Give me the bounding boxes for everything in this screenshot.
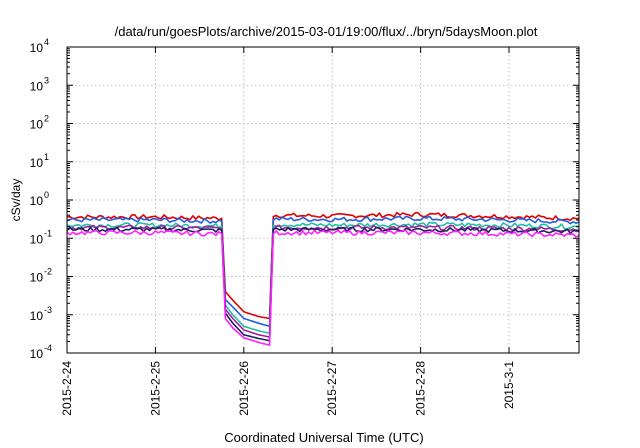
y-tick-label: 10 [30,79,44,93]
series-line [66,215,580,328]
series-line [66,221,580,335]
x-tick-label: 2015-2-26 [237,361,251,416]
x-tick-label: 2015-2-25 [148,361,162,416]
y-tick-label: 10 [30,194,44,208]
y-tick-exponent: -2 [44,267,52,277]
y-tick-exponent: 4 [44,37,49,47]
y-tick-exponent: -3 [44,305,52,315]
y-tick-label: 10 [30,271,44,285]
x-axis-label: Coordinated Universal Time (UTC) [224,430,423,445]
y-tick-exponent: 1 [44,152,49,162]
x-tick-label: 2015-2-24 [60,361,74,416]
y-tick-exponent: -4 [44,343,52,353]
grid-lines [67,47,579,353]
y-axis-label: cSv/day [9,179,23,222]
x-tick-label: 2015-2-27 [325,361,339,416]
series-lines [66,211,580,347]
x-tick-label: 2015-2-28 [414,361,428,416]
series-line [66,229,580,347]
series-line [66,224,580,338]
y-tick-label: 10 [30,41,44,55]
x-tick-label: 2015-3-1 [502,361,516,409]
y-tick-exponent: 3 [44,75,49,85]
y-tick-label: 10 [30,118,44,132]
y-tick-label: 10 [30,309,44,323]
y-tick-label: 10 [30,347,44,361]
y-tick-label: 10 [30,156,44,170]
y-tick-exponent: 2 [44,114,49,124]
series-line [66,211,580,320]
chart-title: /data/run/goesPlots/archive/2015-03-01/1… [115,24,538,39]
y-tick-exponent: -1 [44,228,52,238]
y-tick-exponent: 0 [44,190,49,200]
y-tick-label: 10 [30,232,44,246]
series-line [66,226,580,342]
